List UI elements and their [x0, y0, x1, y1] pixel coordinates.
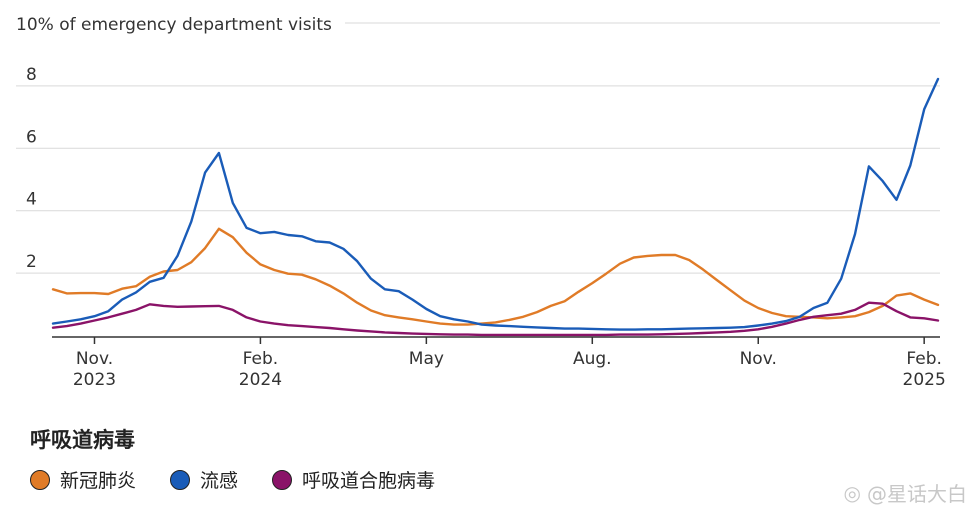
legend-label-covid: 新冠肺炎 [60, 470, 137, 492]
y-tick-label: 4 [26, 190, 37, 210]
legend-swatch-covid [30, 469, 50, 490]
x-tick-year-label: 2023 [73, 370, 116, 390]
y-tick-label: 8 [26, 65, 37, 85]
x-tick-year-label: 2025 [903, 370, 946, 390]
series-line-covid [51, 227, 940, 326]
series-lines [51, 77, 940, 337]
x-tick-label: Feb. [906, 349, 942, 369]
legend-label-rsv: 呼吸道合胞病毒 [302, 470, 436, 492]
legend-label-flu: 流感 [200, 470, 239, 492]
legend-item-covid: 新冠肺炎 [30, 466, 136, 493]
legend: 新冠肺炎 流感 呼吸道合胞病毒 [30, 466, 469, 493]
y-axis-ticks: 2 4 6 8 [26, 65, 37, 272]
series-line-flu [51, 77, 940, 331]
watermark-text: @星话大白 [867, 482, 967, 506]
x-tick-label: Aug. [573, 349, 612, 369]
x-tick-year-label: 2024 [239, 370, 282, 390]
x-tick-label: Nov. [76, 349, 113, 369]
x-tick-label: Feb. [243, 349, 279, 369]
legend-item-rsv: 呼吸道合胞病毒 [272, 466, 435, 493]
x-tick-label: May [409, 349, 444, 369]
legend-title: 呼吸道病毒 [30, 428, 135, 452]
y-tick-label: 2 [26, 252, 37, 272]
gridlines [16, 22, 940, 274]
series-line-rsv [51, 301, 940, 337]
weibo-icon: ◎ [843, 480, 861, 505]
legend-item-flu: 流感 [170, 466, 238, 493]
x-tick-label: Nov. [740, 349, 777, 369]
line-chart: 10% of emergency department visits 2468 … [16, 15, 946, 390]
legend-swatch-flu [170, 469, 191, 490]
y-tick-label: 6 [26, 127, 37, 147]
watermark: ◎ @星话大白 [844, 478, 967, 507]
y-axis-label: 10% of emergency department visits [16, 15, 332, 35]
legend-swatch-rsv [272, 469, 293, 490]
